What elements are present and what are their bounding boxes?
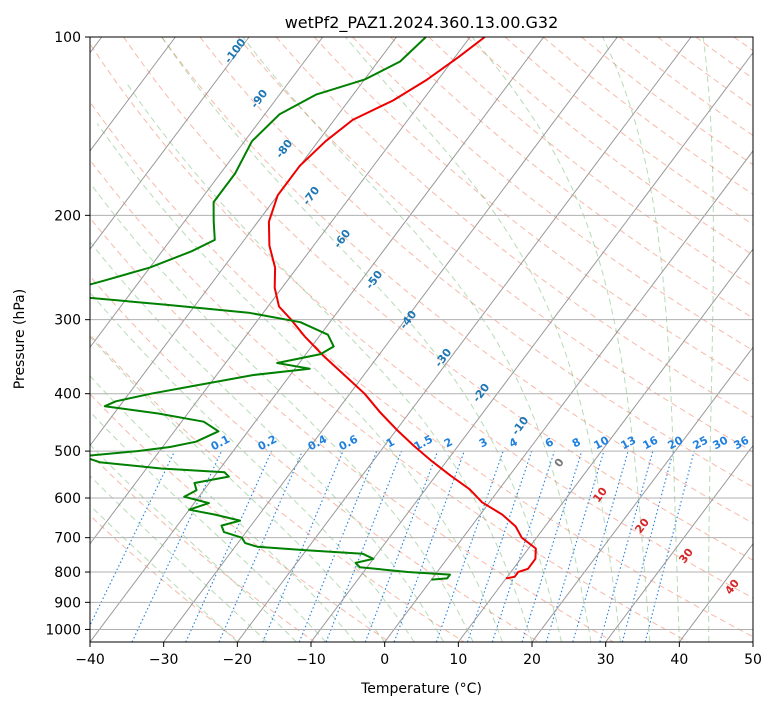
mixing-ratio-line (185, 450, 273, 642)
moist-adiabat-line (90, 335, 386, 642)
isotherm-line (90, 37, 471, 545)
dry-adiabat-line (237, 37, 753, 453)
mixing-ratio-line (131, 450, 223, 642)
y-tick-label: 100 (54, 30, 81, 46)
isotherm-line (163, 37, 618, 642)
dry-adiabat-line (199, 37, 753, 488)
plot-frame (89, 36, 754, 643)
x-tick-label: −20 (223, 652, 253, 668)
isotherm-line (531, 346, 753, 642)
data-series (90, 37, 537, 581)
isotherm-line (457, 248, 753, 642)
mixing-ratio-line (90, 450, 176, 627)
x-tick-label: 10 (449, 652, 467, 668)
dry-adiabat-line (313, 37, 753, 385)
mixing-ratio-line (599, 450, 654, 642)
dry-adiabat-line (90, 43, 753, 599)
x-tick-label: 40 (670, 652, 688, 668)
y-tick-label: 500 (54, 444, 81, 460)
moist-adiabat-line (344, 37, 621, 642)
mixing-ratio-label: 16 (641, 433, 661, 452)
dry-adiabat-line (352, 37, 753, 352)
dry-adiabat-line (428, 37, 753, 287)
y-tick-label: 200 (54, 208, 81, 224)
mixing-ratio-line (491, 450, 555, 642)
y-tick-label: 900 (54, 595, 81, 611)
isotherm-line (90, 37, 545, 642)
x-tick-label: −40 (75, 652, 105, 668)
moist-adiabat-line (242, 37, 592, 642)
y-tick-label: 800 (54, 565, 81, 581)
mixing-ratio-label: 25 (691, 434, 711, 453)
isotherm-line (236, 37, 692, 642)
isotherm-line (90, 37, 176, 152)
dewpoint-profile-line (90, 37, 451, 581)
temperature-profile-line (267, 37, 537, 580)
x-axis-title: Temperature (°C) (360, 681, 482, 697)
y-tick-label: 700 (54, 531, 81, 547)
axis-ticks: −40 −30 −20 −10 0 10 20 30 40 50 100 200 300 400 500 60… (45, 30, 762, 668)
isotherm-line (90, 37, 250, 250)
dry-adiabat-line (275, 37, 753, 418)
dry-adiabat-line (161, 37, 753, 524)
x-tick-label: 20 (523, 652, 541, 668)
moist-adiabat-line (90, 241, 445, 642)
x-tick-label: −10 (296, 652, 326, 668)
isotherm-line (90, 37, 397, 447)
isotherm-line (90, 37, 324, 349)
moist-adiabat-line (471, 37, 651, 642)
dry-adiabat-line (90, 275, 540, 642)
x-tick-label: −30 (149, 652, 179, 668)
mixing-ratio-line (572, 450, 629, 642)
dry-adiabat-line (90, 514, 241, 642)
dry-adiabat-line (90, 159, 689, 642)
dry-adiabat-line (466, 37, 753, 256)
dry-adiabat-line (542, 37, 753, 195)
mixing-ratio-label: 13 (619, 434, 639, 453)
moist-adiabat-line (161, 37, 562, 642)
y-tick-label: 300 (54, 313, 81, 329)
moist-adiabat-line (126, 83, 533, 642)
y-tick-label: 1000 (45, 622, 81, 638)
isotherm-line (384, 150, 753, 642)
mixing-ratio-line (621, 450, 674, 642)
y-axis-title: Pressure (hPa) (12, 289, 28, 389)
mixing-ratio-line (466, 450, 533, 642)
moist-adiabat-line (702, 37, 714, 642)
background-lines (90, 37, 753, 642)
mixing-ratio-line (435, 450, 504, 642)
mixing-ratio-label: 30 (711, 433, 731, 452)
moist-adiabat-line (96, 123, 503, 642)
moist-adiabat-line (90, 475, 268, 642)
dry-adiabat-line (90, 217, 614, 642)
mixing-ratio-label: 10 (592, 433, 612, 452)
mixing-ratio-label: 36 (732, 433, 752, 452)
dry-adiabat-line (90, 453, 315, 642)
dry-adiabat-line (90, 334, 465, 642)
moist-adiabat-line (602, 37, 680, 642)
x-tick-label: 0 (380, 652, 389, 668)
y-tick-label: 600 (54, 491, 81, 507)
y-tick-label: 400 (54, 387, 81, 403)
mixing-ratio-line (644, 450, 695, 642)
mixing-ratio-label: 20 (666, 433, 686, 452)
mixing-ratio-line (393, 450, 465, 642)
dry-adiabat-line (123, 37, 753, 561)
chart-title: wetPf2_PAZ1.2024.360.13.00.G32 (285, 13, 559, 33)
isotherm-line (310, 51, 753, 642)
mixing-ratio-line (262, 450, 344, 642)
mixing-ratio-line (521, 450, 583, 642)
x-tick-label: 30 (597, 652, 615, 668)
moist-adiabat-line (90, 291, 415, 642)
x-tick-label: 50 (744, 652, 762, 668)
isotherm-line (605, 444, 753, 642)
